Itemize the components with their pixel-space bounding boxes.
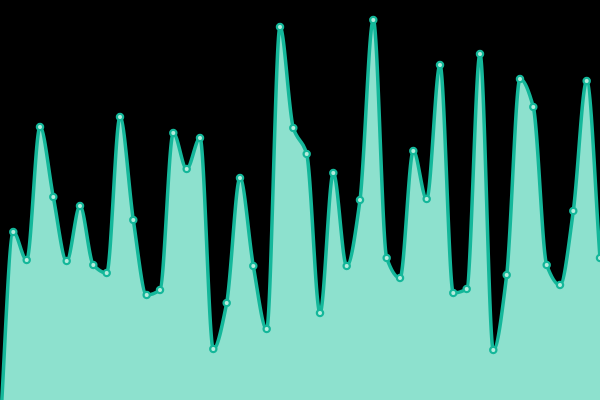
data-point-marker <box>409 146 418 156</box>
data-point-marker <box>435 60 445 70</box>
data-point-marker <box>302 149 311 159</box>
data-point-marker <box>315 308 325 318</box>
data-point-marker <box>102 268 111 278</box>
data-point-marker <box>49 192 58 202</box>
data-point-marker <box>89 260 98 270</box>
data-point-marker <box>62 256 71 266</box>
data-point-marker <box>235 173 245 183</box>
area-line <box>0 18 600 400</box>
data-point-marker <box>155 285 165 295</box>
data-point-marker <box>169 128 178 138</box>
data-point-marker <box>195 133 205 143</box>
data-point-marker <box>182 164 191 174</box>
data-point-marker <box>422 194 431 204</box>
data-point-marker <box>142 290 151 300</box>
data-point-marker <box>289 123 298 133</box>
data-point-marker <box>569 206 578 216</box>
data-point-marker <box>555 280 565 290</box>
area-fill <box>1 20 600 400</box>
data-point-marker <box>22 255 31 265</box>
data-point-marker <box>529 102 538 112</box>
data-point-marker <box>582 76 591 86</box>
data-point-marker <box>275 22 285 32</box>
data-point-marker <box>222 298 231 308</box>
data-point-marker <box>355 195 365 205</box>
data-point-markers <box>9 15 600 355</box>
data-point-marker <box>129 215 138 225</box>
data-point-marker <box>449 288 458 298</box>
data-point-marker <box>462 284 471 294</box>
data-point-marker <box>595 253 600 263</box>
data-point-marker <box>35 122 45 132</box>
data-point-marker <box>475 49 485 59</box>
data-point-marker <box>115 112 125 122</box>
data-point-marker <box>395 273 405 283</box>
data-point-marker <box>342 261 351 271</box>
data-point-marker <box>515 74 525 84</box>
data-point-marker <box>369 15 378 25</box>
data-point-marker <box>209 344 218 354</box>
data-point-marker <box>75 201 85 211</box>
data-point-marker <box>502 270 511 280</box>
data-point-marker <box>489 345 498 355</box>
data-point-marker <box>329 168 338 178</box>
data-point-marker <box>382 253 391 263</box>
data-point-marker <box>9 227 18 237</box>
data-point-marker <box>542 260 551 270</box>
data-point-marker <box>249 261 258 271</box>
data-point-marker <box>262 324 271 334</box>
